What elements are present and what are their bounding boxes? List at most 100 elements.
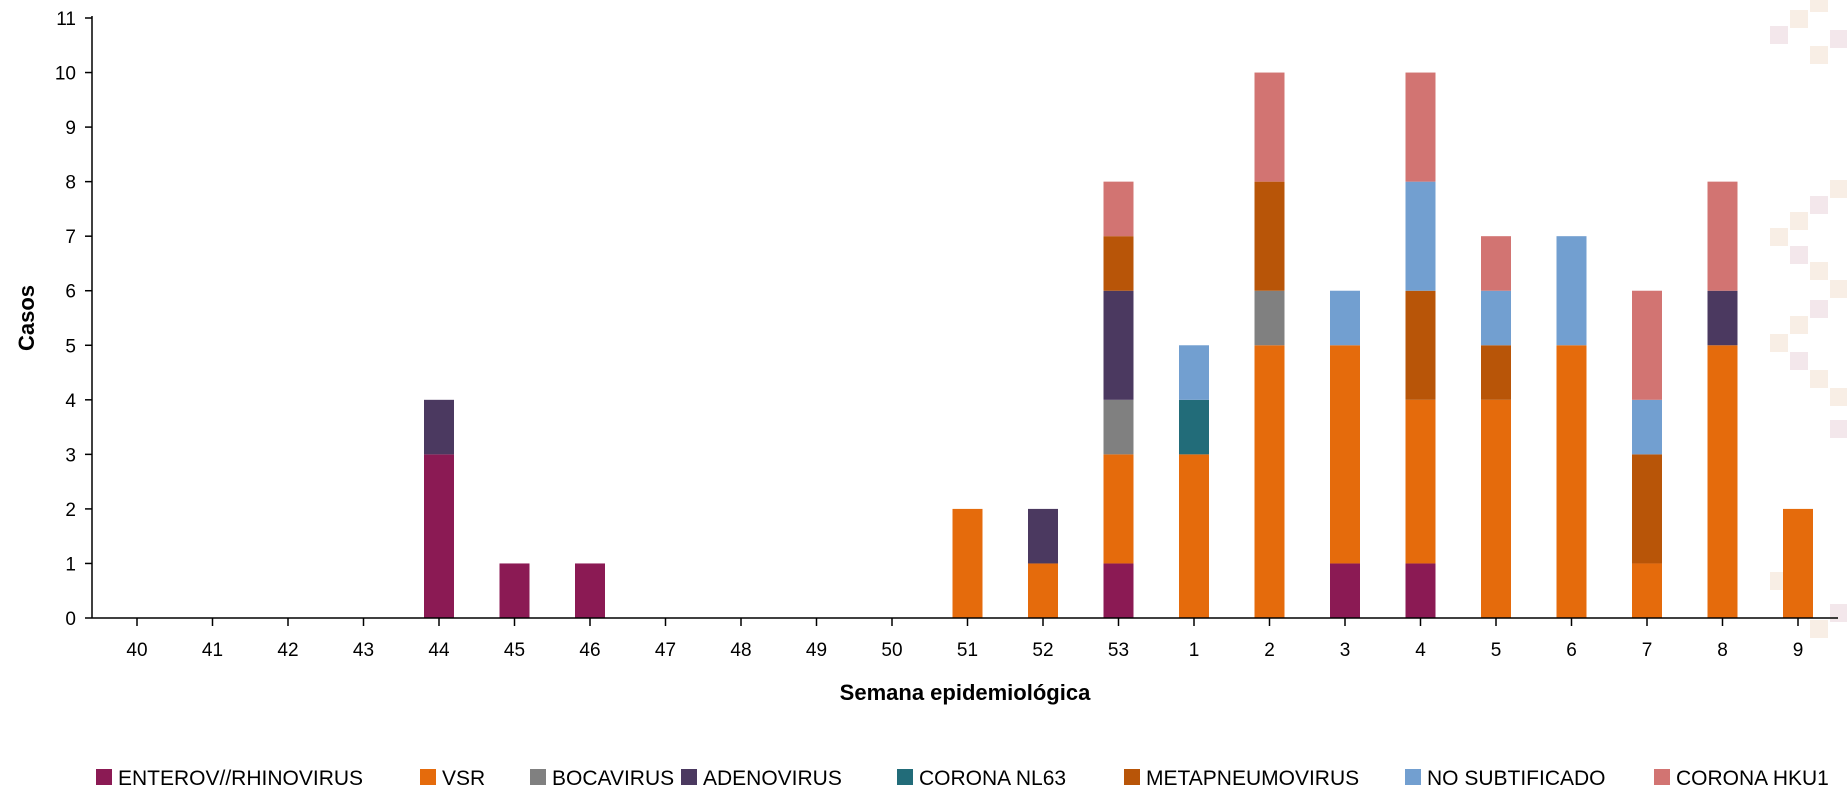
decoration-square <box>1810 46 1828 64</box>
bar-segment <box>1028 508 1058 564</box>
bar-segment <box>1330 345 1360 564</box>
decoration-square <box>1790 10 1808 28</box>
bar-segment <box>1707 345 1738 618</box>
legend-label: BOCAVIRUS <box>552 767 674 790</box>
legend-swatch <box>1654 769 1670 785</box>
legend-swatch <box>96 769 112 785</box>
y-tick-label: 10 <box>55 64 76 85</box>
decoration-square <box>1790 212 1808 230</box>
bar-segment <box>1028 563 1058 618</box>
x-tick-label: 7 <box>1642 640 1653 661</box>
x-axis-ticks: 40 41 42 43 44 45 46 47 48 49 50 51 52 53 1 2 3 4 5 6 7 8 9 <box>126 618 1803 661</box>
legend-label: CORONA NL63 <box>919 767 1066 790</box>
bar-segment <box>1481 236 1511 291</box>
bar-segment <box>1405 563 1436 618</box>
y-tick-label: 8 <box>65 173 76 194</box>
x-tick-label: 3 <box>1340 640 1351 661</box>
y-tick-label: 5 <box>65 336 76 357</box>
x-tick-label: 46 <box>579 640 600 661</box>
decoration-square <box>1770 228 1788 246</box>
bar-segment <box>1632 290 1662 400</box>
x-tick-label: 1 <box>1189 640 1200 661</box>
y-tick-label: 0 <box>65 609 76 630</box>
y-tick-label: 11 <box>56 9 76 30</box>
x-tick-label: 6 <box>1566 640 1577 661</box>
bar-segment <box>499 563 530 618</box>
x-tick-label: 52 <box>1032 640 1053 661</box>
bars-layer <box>424 72 1813 618</box>
bar-segment <box>575 563 605 618</box>
bar-segment <box>1254 181 1285 291</box>
bar-segment <box>424 399 454 455</box>
x-axis-title: Semana epidemiológica <box>840 680 1091 705</box>
x-tick-label: 50 <box>881 640 902 661</box>
x-tick-label: 44 <box>428 640 450 661</box>
bar-segment <box>1103 236 1134 291</box>
bar-segment <box>1556 345 1587 618</box>
bar-segment <box>1330 563 1360 618</box>
bar-segment <box>1481 399 1511 618</box>
decoration-square <box>1790 352 1808 370</box>
bar-segment <box>1405 290 1436 400</box>
x-tick-label: 53 <box>1108 640 1129 661</box>
bar-segment <box>1103 454 1134 564</box>
x-tick-label: 9 <box>1793 640 1804 661</box>
x-tick-label: 40 <box>126 640 147 661</box>
bar-segment <box>1254 72 1285 182</box>
decoration-square <box>1770 334 1788 352</box>
y-tick-label: 6 <box>65 282 76 303</box>
decoration-square <box>1810 262 1828 280</box>
decoration-square <box>1790 316 1808 334</box>
legend-label: ENTEROV//RHINOVIRUS <box>118 767 363 790</box>
x-tick-label: 42 <box>277 640 298 661</box>
decoration-square <box>1830 30 1847 48</box>
x-tick-label: 51 <box>957 640 978 661</box>
x-tick-label: 48 <box>730 640 751 661</box>
legend-swatch <box>1405 769 1421 785</box>
bar-segment <box>1103 563 1134 618</box>
bar-segment <box>1405 72 1436 182</box>
legend-swatch <box>420 769 436 785</box>
x-tick-label: 49 <box>806 640 827 661</box>
decoration-square <box>1830 420 1847 438</box>
y-tick-label: 9 <box>65 118 76 139</box>
y-axis-ticks: 0 1 2 3 4 5 6 7 8 9 10 11 <box>55 9 92 630</box>
decoration-square <box>1790 246 1808 264</box>
bar-segment <box>1632 563 1662 618</box>
decoration-square <box>1810 0 1828 12</box>
decoration-square <box>1770 26 1788 44</box>
bar-segment <box>1103 399 1134 455</box>
bar-segment <box>1103 181 1134 237</box>
bar-segment <box>1405 181 1436 291</box>
decoration-square <box>1810 300 1828 318</box>
y-tick-label: 3 <box>65 445 76 466</box>
y-tick-label: 1 <box>65 554 76 575</box>
decoration-square <box>1830 280 1847 298</box>
bar-segment <box>1179 345 1209 400</box>
bar-segment <box>952 508 983 618</box>
bar-segment <box>1481 345 1511 400</box>
x-tick-label: 8 <box>1717 640 1728 661</box>
y-tick-label: 4 <box>65 391 76 412</box>
decoration-square <box>1810 620 1828 638</box>
bar-segment <box>1481 290 1511 346</box>
legend-swatch <box>1124 769 1140 785</box>
x-tick-label: 4 <box>1415 640 1426 661</box>
decoration-square <box>1830 180 1847 198</box>
x-tick-label: 45 <box>504 640 525 661</box>
bar-segment <box>1254 290 1285 346</box>
y-axis-title: Casos <box>14 285 39 351</box>
legend-label: VSR <box>442 767 485 790</box>
bar-segment <box>1707 181 1738 291</box>
bar-segment <box>1632 399 1662 455</box>
x-tick-label: 5 <box>1491 640 1502 661</box>
bar-segment <box>1707 290 1738 346</box>
x-tick-label: 43 <box>353 640 374 661</box>
bar-segment <box>424 454 454 618</box>
y-tick-label: 2 <box>65 500 76 521</box>
legend-label: NO SUBTIFICADO <box>1427 767 1606 790</box>
legend-label: METAPNEUMOVIRUS <box>1146 767 1359 790</box>
bar-segment <box>1179 454 1209 618</box>
bar-segment <box>1556 236 1587 346</box>
